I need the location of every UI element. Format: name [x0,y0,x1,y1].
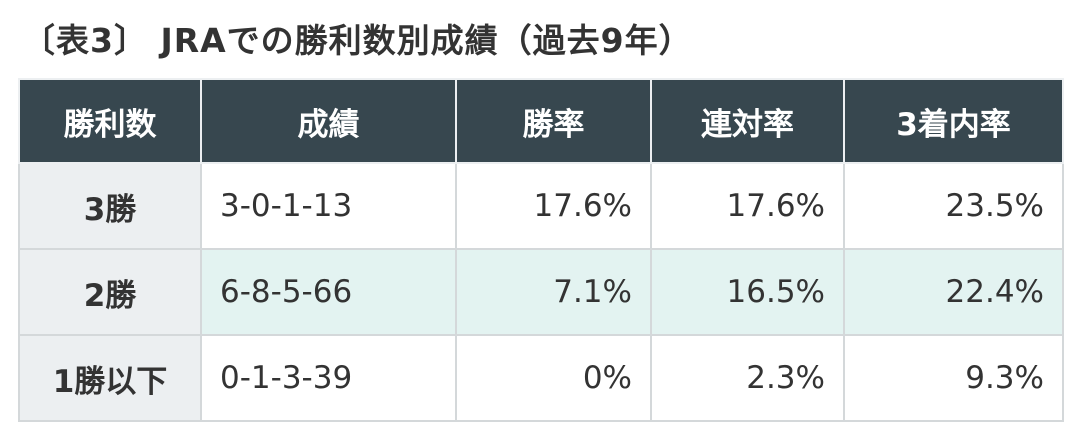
title: 〔表3〕 JRAでの勝利数別成績（過去9年） [22,21,693,60]
table-cell: 0% [455,334,652,422]
row-header: 1勝以下 [18,334,202,422]
table-cell: 22.4% [843,248,1064,336]
column-header: 勝率 [455,78,652,164]
table-cell: 6-8-5-66 [200,248,457,336]
column-header: 連対率 [650,78,845,164]
column-header: 成績 [200,78,457,164]
row-header: 3勝 [18,162,202,250]
results-table: 勝利数 成績 勝率 連対率 3着内率 3勝 3-0-1-13 17.6% 17.6% 23.5%… [18,78,1064,422]
table-cell: 23.5% [843,162,1064,250]
table-cell: 9.3% [843,334,1064,422]
column-header: 3着内率 [843,78,1064,164]
table-row: 2勝 6-8-5-66 7.1% 16.5% 22.4% [18,248,1064,336]
row-header: 2勝 [18,248,202,336]
table-cell: 3-0-1-13 [200,162,457,250]
column-header: 勝利数 [18,78,202,164]
table-cell: 2.3% [650,334,845,422]
table-cell: 17.6% [650,162,845,250]
header-row: 勝利数 成績 勝率 連対率 3着内率 [18,78,1064,164]
table-row: 1勝以下 0-1-3-39 0% 2.3% 9.3% [18,334,1064,422]
table-cell: 0-1-3-39 [200,334,457,422]
table-cell: 16.5% [650,248,845,336]
table-row: 3勝 3-0-1-13 17.6% 17.6% 23.5% [18,162,1064,250]
table-cell: 17.6% [455,162,652,250]
table-cell: 7.1% [455,248,652,336]
